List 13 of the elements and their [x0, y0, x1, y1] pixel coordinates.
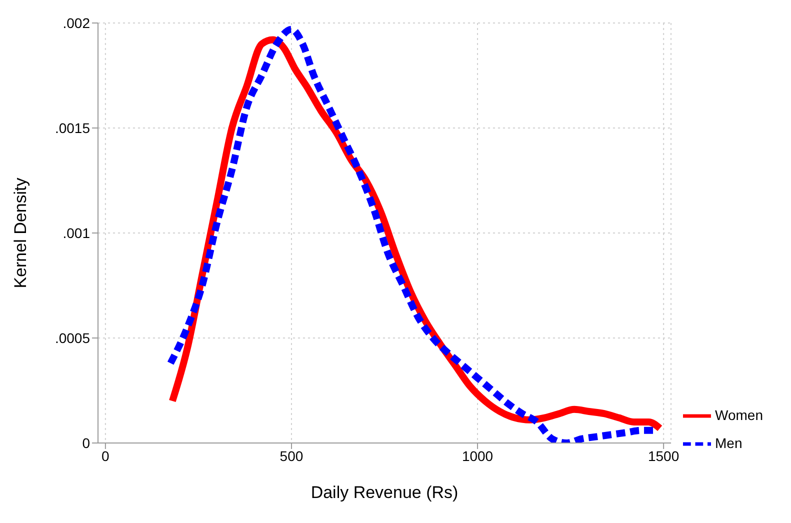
x-tick-label: 0 — [102, 448, 110, 464]
y-tick-label: .0005 — [54, 330, 90, 346]
y-tick-label: .001 — [62, 224, 90, 241]
legend-label: Men — [715, 435, 742, 452]
x-tick-label: 1500 — [648, 448, 680, 464]
y-tick-label: .0015 — [54, 120, 90, 136]
y-tick-label: 0 — [82, 434, 90, 451]
y-tick-label: .002 — [62, 14, 90, 31]
x-tick-label: 500 — [280, 448, 304, 464]
x-axis-title: Daily Revenue (Rs) — [310, 483, 458, 502]
y-axis-title: Kernel Density — [11, 177, 30, 288]
x-tick-label: 1000 — [462, 448, 494, 464]
legend-label: Women — [715, 407, 763, 424]
